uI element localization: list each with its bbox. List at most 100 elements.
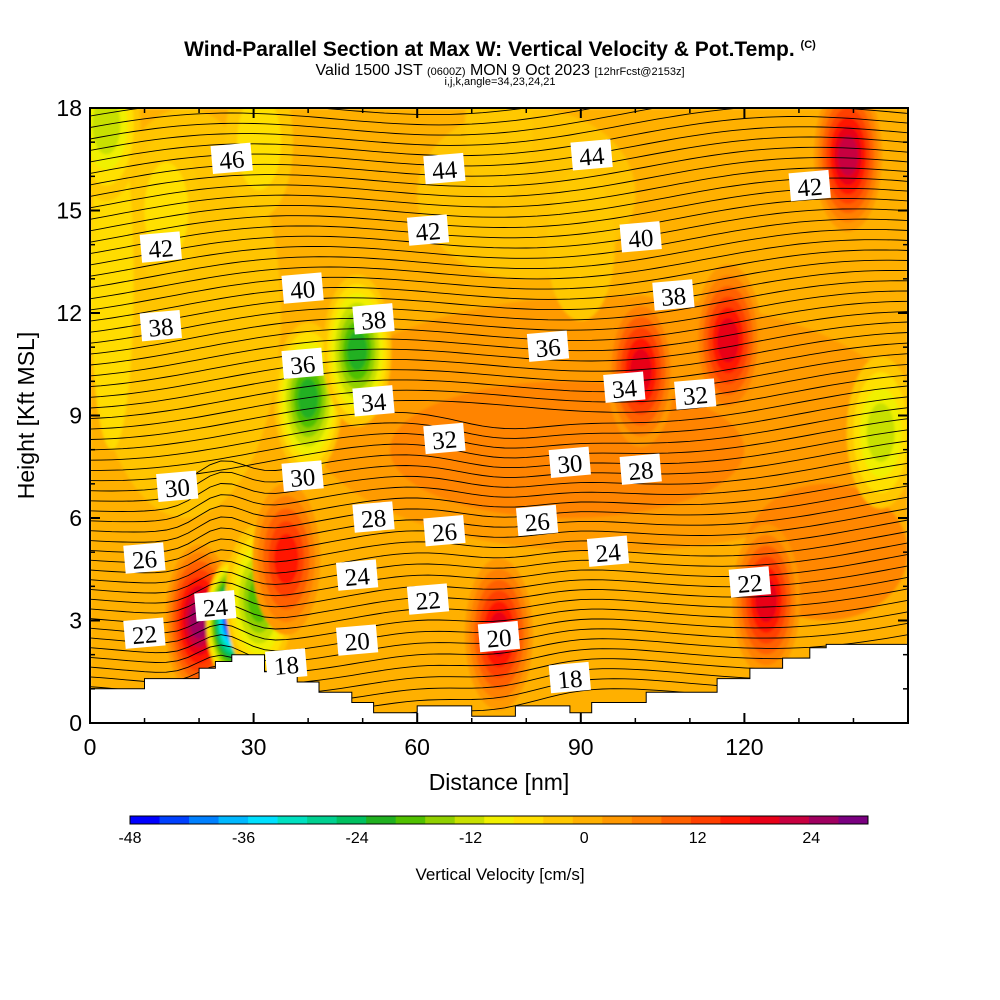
theta-contour [90, 239, 908, 300]
field-core [465, 108, 533, 202]
theta-label-text: 28 [627, 457, 654, 486]
theta-label-box [728, 566, 771, 598]
theta-contour [90, 187, 908, 243]
theta-label: 30 [548, 446, 591, 479]
colorbar-swatch [513, 816, 544, 824]
theta-contour [90, 208, 908, 266]
theta-label: 26 [123, 542, 166, 575]
colorbar-swatch [808, 816, 839, 824]
theta-label-box [281, 272, 324, 304]
grid-indices: i,j,k,angle=34,23,24,21 [444, 76, 556, 88]
theta-contour [90, 259, 908, 322]
theta-label-box [423, 152, 466, 185]
theta-contour [90, 14, 908, 53]
colorbar-swatch [690, 816, 721, 824]
colorbar-swatch [779, 816, 810, 824]
theta-contour [90, 462, 908, 523]
valid-date: MON 9 Oct 2023 [469, 62, 590, 79]
theta-contour [90, 34, 908, 73]
theta-label-text: 32 [682, 382, 709, 411]
field-core [347, 330, 368, 371]
theta-label: 46 [210, 142, 253, 175]
y-tick-label: 0 [69, 710, 82, 736]
colorbar: -48 -36 -24 -12 0 12 24 Vertical Velocity [cm/s… [118, 815, 869, 884]
theta-label-text: 34 [360, 389, 388, 418]
theta-label-box [548, 446, 591, 478]
theta-contour [90, 198, 908, 255]
theta-label-text: 22 [736, 570, 763, 599]
valid-time: Valid 1500 JST [315, 62, 423, 79]
theta-label-box [603, 371, 646, 403]
theta-label-box [281, 347, 324, 379]
colorbar-swatch [218, 816, 249, 824]
theta-contour [90, 363, 908, 430]
theta-label-text: 20 [344, 628, 371, 657]
y-tick-label: 9 [69, 403, 82, 429]
theta-label-box [423, 515, 466, 547]
theta-contour [90, 374, 908, 440]
theta-label-text: 26 [131, 546, 158, 575]
theta-contour [90, 496, 908, 553]
theta-contour [90, 542, 908, 594]
theta-contour [90, 270, 908, 333]
x-axis-label: Distance [nm] [429, 769, 570, 795]
theta-label: 40 [281, 272, 324, 305]
colorbar-swatch [661, 816, 692, 824]
colorbar-tick-label: 0 [580, 830, 589, 847]
theta-label-text: 24 [202, 594, 230, 623]
theta-label-box [515, 504, 559, 537]
theta-label: 38 [139, 310, 182, 343]
theta-label-box [335, 559, 379, 591]
theta-contour [90, 280, 908, 344]
copyright-mark: (C) [800, 39, 816, 51]
theta-label-text: 42 [147, 235, 174, 264]
theta-label-box [352, 385, 395, 417]
theta-label-text: 38 [360, 307, 387, 336]
theta-contour [90, 108, 908, 151]
theta-label-text: 38 [660, 283, 687, 312]
colorbar-swatch [130, 816, 160, 824]
theta-label-box [210, 142, 253, 174]
field-core [92, 108, 121, 155]
theta-contour [90, 167, 908, 220]
theta-label-box [619, 221, 662, 253]
colorbar-swatch [749, 816, 780, 824]
theta-contour [90, 429, 908, 492]
theta-label-box [423, 422, 466, 455]
theta-label-text: 36 [289, 351, 316, 380]
colorbar-swatch [395, 816, 426, 824]
x-tick-label: 60 [404, 734, 430, 760]
colorbar-swatch [336, 816, 367, 824]
theta-label-text: 24 [344, 563, 372, 592]
theta-label: 26 [515, 504, 559, 537]
theta-label: 24 [194, 590, 237, 623]
potential-temperature-contours [90, 14, 908, 723]
colorbar-swatch [189, 816, 219, 824]
theta-contour [90, 440, 908, 502]
theta-label: 36 [526, 330, 570, 363]
theta-label-box [652, 279, 695, 311]
theta-contour [90, 45, 908, 84]
colorbar-swatch [366, 816, 397, 824]
theta-label-text: 38 [147, 314, 174, 343]
theta-label-text: 34 [611, 375, 639, 404]
x-tick-label: 120 [725, 734, 763, 760]
theta-contour [90, 485, 908, 543]
theta-label-box [548, 661, 591, 694]
theta-label-box [123, 617, 166, 649]
theta-label-text: 46 [218, 146, 245, 175]
theta-label: 42 [788, 169, 831, 203]
colorbar-frame [129, 815, 869, 825]
theta-label: 38 [352, 303, 395, 336]
theta-contour [90, 599, 908, 644]
theta-contour [90, 108, 529, 117]
theta-label-text: 18 [273, 652, 300, 681]
terrain-mask [90, 643, 908, 723]
theta-label-text: 30 [164, 474, 191, 503]
theta-label: 34 [603, 371, 646, 404]
theta-contour [90, 24, 908, 63]
theta-label-text: 28 [360, 505, 387, 534]
theta-label: 18 [265, 648, 308, 681]
